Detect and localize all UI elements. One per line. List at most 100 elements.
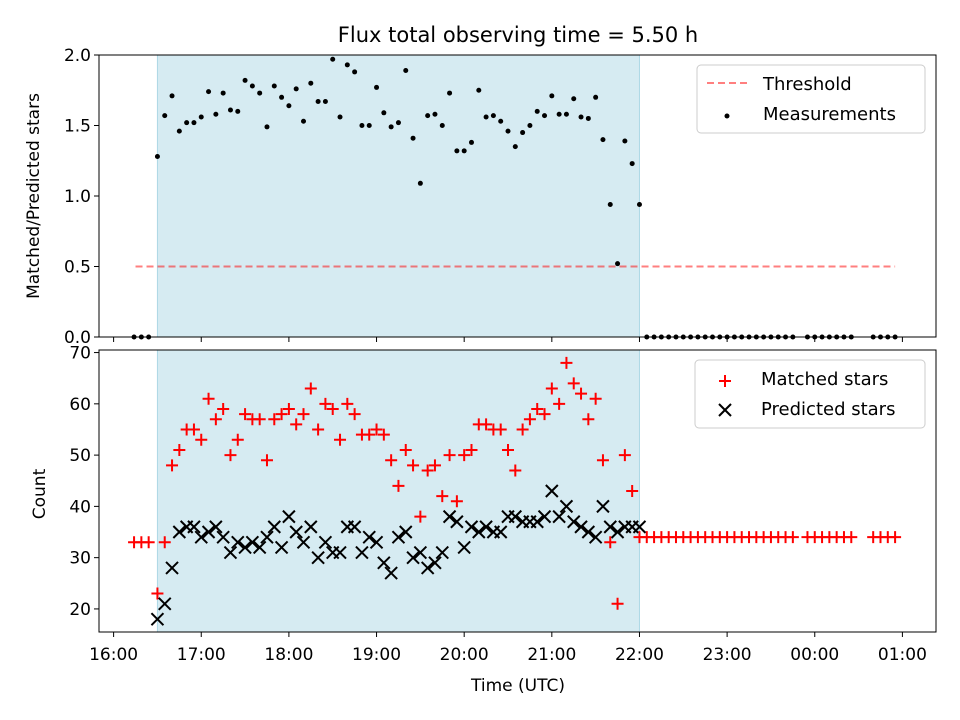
predicted-star-point (442, 509, 457, 524)
measurement-point (395, 120, 401, 126)
y-tick-label: 50 (69, 446, 91, 466)
matched-star-point (217, 402, 230, 415)
predicted-star-point (559, 499, 574, 514)
matched-star-point (187, 423, 200, 436)
predicted-star-point (201, 525, 216, 539)
measurement-point (330, 56, 336, 62)
matched-star-point (443, 449, 456, 462)
matched-star-point (786, 531, 799, 544)
predicted-star-point (610, 525, 625, 539)
matched-star-point (407, 459, 420, 472)
predicted-star-point (508, 509, 523, 524)
predicted-star-point (574, 520, 588, 534)
matched-star-point (260, 454, 273, 467)
predicted-star-point (464, 520, 479, 534)
measurement-point (615, 261, 621, 267)
predicted-star-point (472, 525, 486, 539)
x-tick-label: 18:00 (264, 645, 313, 665)
measurement-point (220, 90, 226, 96)
predicted-star-point (355, 545, 369, 560)
predicted-star-point (493, 525, 508, 539)
measurement-point (184, 120, 190, 126)
measurement-point (352, 69, 358, 75)
matched-star-point (173, 443, 186, 456)
measurement-point (468, 139, 474, 145)
measurement-point (315, 99, 321, 105)
predicted-star-point (333, 545, 347, 560)
measurement-point (527, 123, 533, 128)
predicted-star-point (603, 520, 617, 534)
matched-star-point (202, 392, 215, 405)
matched-star-point (282, 402, 295, 415)
predicted-star-point (399, 525, 413, 539)
top-y-axis-label: Matched/Predicted stars (24, 93, 44, 299)
matched-star-point (611, 597, 624, 610)
matched-star-point (341, 397, 354, 410)
measurement-point (388, 124, 394, 130)
measurement-point (227, 107, 233, 113)
measurement-point (235, 108, 241, 114)
predicted-star-point (377, 556, 391, 570)
matched-star-point (889, 531, 902, 544)
predicted-star-point (552, 509, 566, 524)
matched-star-point (312, 423, 325, 436)
x-tick-label: 21:00 (527, 645, 576, 665)
matched-star-point (604, 536, 617, 549)
matched-star-point (399, 443, 412, 456)
matched-star-point (545, 382, 558, 395)
measurement-point (585, 115, 591, 121)
measurement-point (593, 94, 599, 100)
measurement-point (490, 113, 496, 119)
measurement-point (454, 148, 460, 154)
measurement-point (279, 94, 285, 100)
predicted-star-point (632, 520, 647, 534)
matched-star-point (553, 397, 566, 410)
matched-star-point (531, 402, 544, 415)
x-tick-label: 01:00 (878, 645, 927, 665)
y-tick-label: 1.0 (64, 187, 91, 207)
predicted-star-point (172, 525, 187, 539)
measurement-point (198, 114, 204, 120)
matched-star-point (326, 402, 339, 415)
predicted-star-point (245, 535, 260, 549)
predicted-star-point (450, 515, 464, 529)
x-axis-label: Time (UTC) (470, 676, 565, 696)
predicted-star-point (282, 509, 296, 524)
predicted-star-point (187, 520, 201, 534)
matched-star-point (209, 413, 222, 426)
predicted-star-point (238, 540, 252, 555)
predicted-star-point (435, 545, 449, 560)
measurement-point (322, 99, 328, 105)
measurement-point (542, 113, 548, 119)
measurement-point (425, 113, 431, 119)
measurement-point (359, 123, 365, 128)
matched-star-point (224, 449, 237, 462)
bottom-y-axis-label: Count (30, 468, 50, 519)
matched-star-point (195, 433, 208, 446)
legend-matched-swatch (719, 375, 731, 387)
matched-star-point (618, 449, 631, 462)
predicted-star-point (231, 535, 245, 549)
predicted-star-point (267, 520, 281, 534)
matched-star-point (348, 408, 361, 421)
predicted-star-point (457, 540, 471, 555)
measurement-point (337, 114, 343, 120)
y-tick-label: 20 (69, 600, 91, 620)
measurement-point (169, 93, 175, 99)
measurement-point (607, 201, 613, 207)
measurement-point (636, 201, 642, 207)
legend-predicted-label: Predicted stars (761, 399, 895, 420)
measurement-point (439, 123, 445, 128)
matched-star-point (275, 408, 288, 421)
predicted-star-point (362, 530, 376, 544)
predicted-star-point (545, 484, 559, 498)
measurement-point (271, 83, 277, 89)
predicted-star-point (216, 530, 230, 544)
bottom-legend-box (694, 359, 926, 429)
measurement-point (374, 84, 380, 90)
matched-star-point (436, 490, 449, 503)
y-tick-label: 2.0 (64, 46, 91, 66)
measurement-point (308, 80, 314, 86)
predicted-star-point (318, 535, 333, 549)
